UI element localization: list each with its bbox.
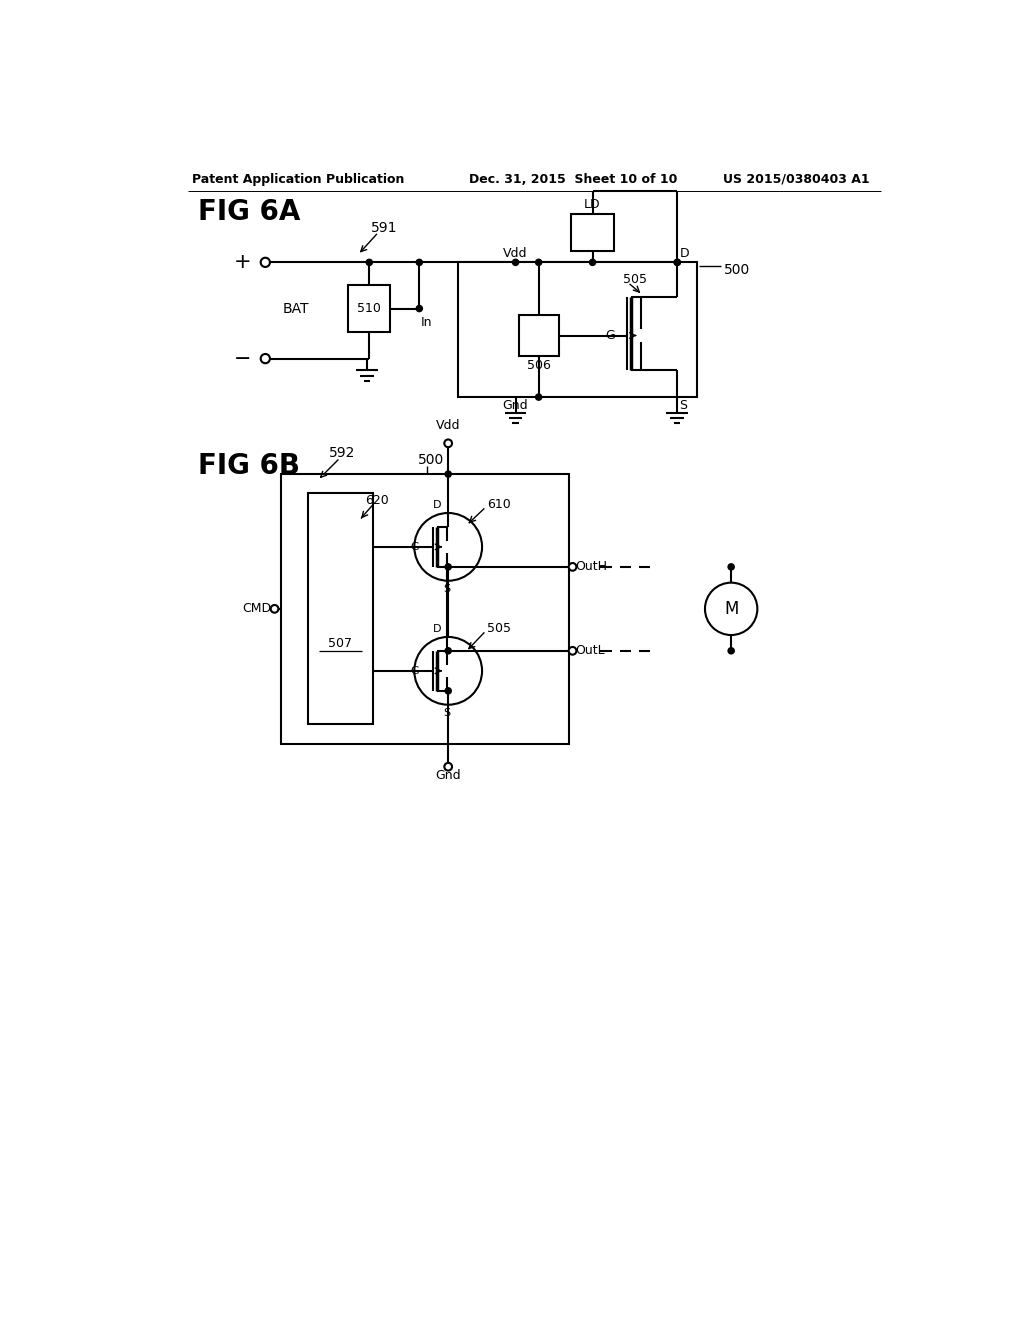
Text: OutL: OutL: [574, 644, 604, 657]
Text: +: +: [233, 252, 252, 272]
Circle shape: [568, 564, 577, 570]
Bar: [307, 494, 373, 725]
Circle shape: [728, 648, 734, 653]
Text: G: G: [605, 329, 614, 342]
Circle shape: [261, 257, 270, 267]
Text: FIG 6A: FIG 6A: [199, 198, 301, 226]
Circle shape: [674, 259, 680, 265]
Bar: [518, 315, 559, 355]
Circle shape: [536, 395, 542, 400]
Text: In: In: [421, 317, 432, 329]
Circle shape: [444, 440, 452, 447]
Circle shape: [445, 648, 452, 653]
Text: S: S: [443, 708, 451, 718]
Text: Vdd: Vdd: [436, 418, 461, 432]
Text: FIG 6B: FIG 6B: [199, 453, 300, 480]
Text: LD: LD: [585, 198, 601, 211]
Text: 505: 505: [624, 273, 647, 286]
Circle shape: [416, 305, 422, 312]
Text: Dec. 31, 2015  Sheet 10 of 10: Dec. 31, 2015 Sheet 10 of 10: [469, 173, 678, 186]
Text: 505: 505: [486, 622, 511, 635]
Text: US 2015/0380403 A1: US 2015/0380403 A1: [723, 173, 869, 186]
Text: G: G: [411, 543, 419, 552]
Text: CMD: CMD: [243, 602, 271, 615]
Circle shape: [415, 513, 482, 581]
Text: 510: 510: [357, 302, 381, 315]
Circle shape: [416, 259, 422, 265]
Text: D: D: [432, 624, 441, 634]
Text: 506: 506: [526, 359, 551, 372]
Text: BAT: BAT: [283, 301, 309, 315]
Bar: [281, 474, 569, 743]
Circle shape: [512, 259, 518, 265]
Text: 507: 507: [329, 638, 352, 649]
Circle shape: [270, 605, 279, 612]
Text: Gnd: Gnd: [435, 770, 461, 781]
Text: 592: 592: [329, 446, 355, 461]
Circle shape: [705, 582, 758, 635]
Text: 610: 610: [486, 498, 510, 511]
Text: −: −: [233, 348, 252, 368]
Text: D: D: [680, 247, 689, 260]
Circle shape: [674, 259, 680, 265]
Text: G: G: [411, 665, 419, 676]
Circle shape: [261, 354, 270, 363]
Text: 500: 500: [418, 453, 444, 467]
Bar: [348, 285, 390, 331]
Text: M: M: [724, 599, 738, 618]
Text: S: S: [680, 400, 687, 412]
Text: D: D: [432, 500, 441, 510]
Text: 591: 591: [372, 220, 398, 235]
Bar: [571, 214, 613, 251]
Text: OutH: OutH: [574, 561, 607, 573]
Text: S: S: [443, 583, 451, 594]
Circle shape: [415, 638, 482, 705]
Text: Gnd: Gnd: [503, 400, 528, 412]
Circle shape: [590, 259, 596, 265]
Text: 620: 620: [366, 494, 389, 507]
Circle shape: [444, 763, 452, 771]
Circle shape: [367, 259, 373, 265]
Bar: [458, 263, 696, 397]
Text: 500: 500: [724, 263, 750, 277]
Text: Patent Application Publication: Patent Application Publication: [193, 173, 404, 186]
Circle shape: [445, 564, 452, 570]
Circle shape: [728, 564, 734, 570]
Circle shape: [536, 259, 542, 265]
Circle shape: [445, 688, 452, 694]
Circle shape: [445, 471, 452, 478]
Circle shape: [568, 647, 577, 655]
Text: Vdd: Vdd: [504, 247, 527, 260]
